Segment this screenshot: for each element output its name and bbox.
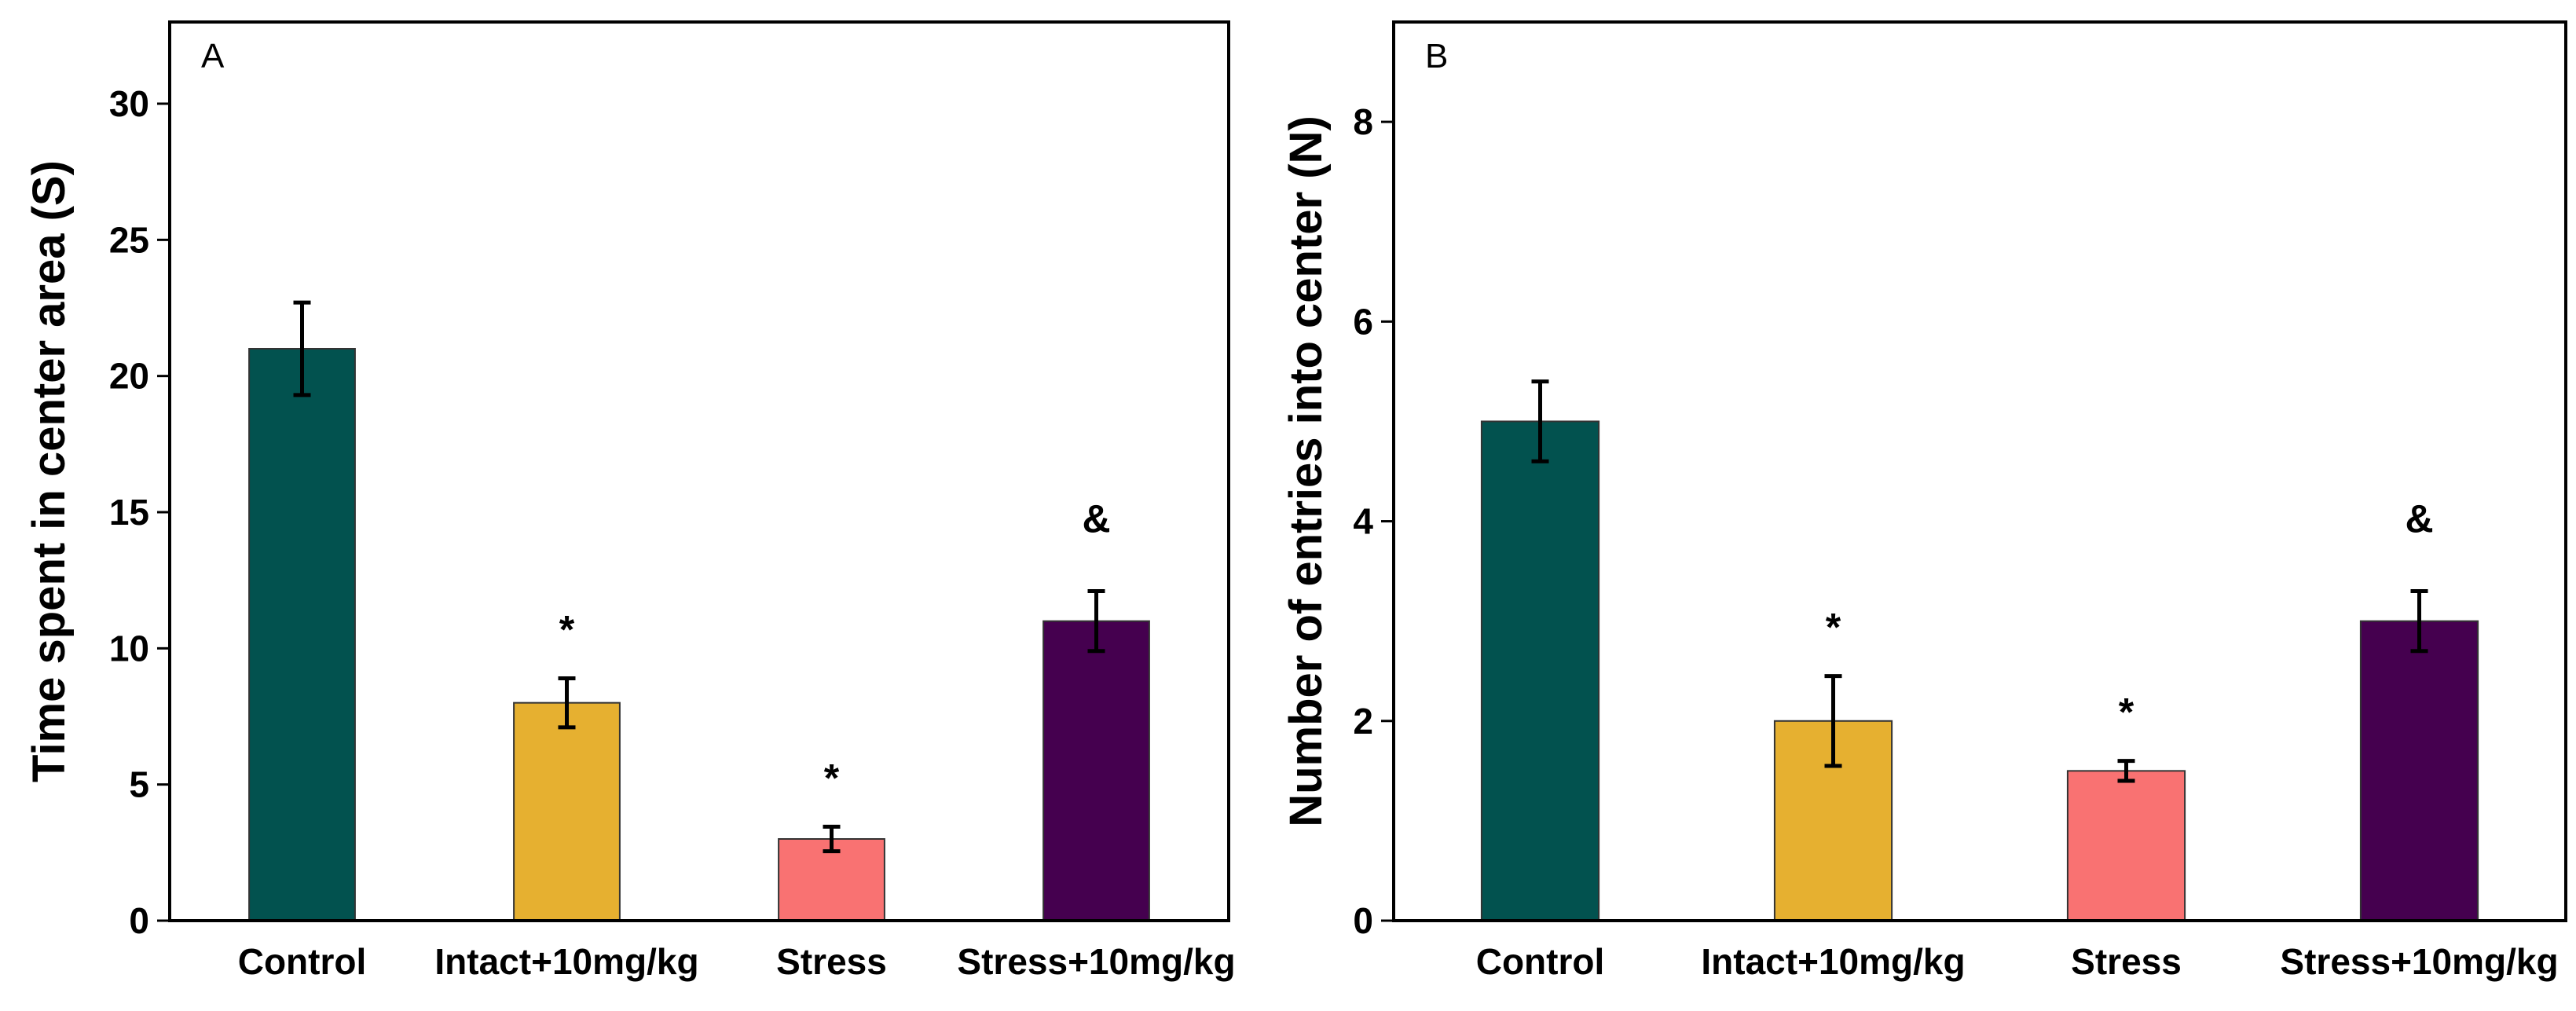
x-tick-label-2: Stress	[776, 941, 887, 982]
y-axis-label: Time spent in center area (S)	[24, 160, 75, 782]
panel-label: A	[201, 37, 225, 75]
x-tick-label-3: Stress+10mg/kg	[957, 941, 1235, 982]
y-tick-label-6: 30	[109, 83, 149, 124]
y-tick-label-0: 0	[129, 900, 149, 941]
x-tick-label-1: Intact+10mg/kg	[434, 941, 698, 982]
y-tick-label-3: 15	[109, 492, 149, 533]
y-tick-label-1: 2	[1353, 701, 1373, 742]
y-tick-label-4: 8	[1353, 101, 1373, 142]
bar-0	[1480, 420, 1600, 921]
y-tick-label-2: 10	[109, 628, 149, 669]
y-tick-label-3: 6	[1353, 301, 1373, 342]
y-tick-label-4: 20	[109, 356, 149, 397]
x-tick-label-0: Control	[1476, 941, 1605, 982]
significance-mark-2: *	[2119, 690, 2134, 734]
panel-label: B	[1425, 37, 1448, 75]
significance-mark-1: *	[1826, 606, 1841, 650]
y-tick-label-2: 4	[1353, 501, 1373, 542]
significance-mark-1: *	[559, 607, 575, 651]
plot-frame	[1392, 20, 2567, 922]
y-tick-label-5: 25	[109, 219, 149, 260]
bar-3	[1042, 620, 1150, 922]
x-tick-label-3: Stress+10mg/kg	[2280, 941, 2558, 982]
panel-a: Control * Intact+10mg/kg * Stress & Stress+10m…	[24, 20, 1235, 982]
bar-1	[513, 701, 621, 922]
y-axis-label: Number of entries into center (N)	[1281, 115, 1332, 827]
significance-mark-2: *	[824, 756, 840, 800]
significance-mark-3: &	[2405, 497, 2433, 541]
x-tick-label-0: Control	[238, 941, 367, 982]
y-tick-label-0: 0	[1353, 900, 1373, 941]
panel-b: Control * Intact+10mg/kg * Stress & Stress+10m…	[1281, 20, 2567, 982]
y-tick-label-1: 5	[129, 764, 149, 805]
bar-0	[248, 348, 356, 921]
plot-frame	[168, 20, 1230, 922]
bar-2	[2066, 770, 2186, 921]
x-tick-label-2: Stress	[2071, 941, 2182, 982]
x-tick-label-1: Intact+10mg/kg	[1701, 941, 1965, 982]
significance-mark-3: &	[1082, 497, 1110, 541]
bar-3	[2359, 620, 2479, 922]
